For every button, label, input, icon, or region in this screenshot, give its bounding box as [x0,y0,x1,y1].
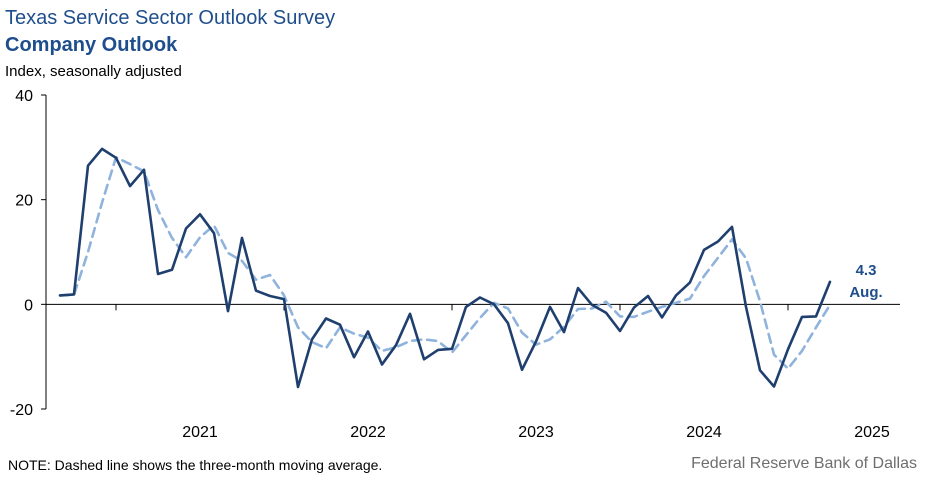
y-tick-label: 20 [15,193,33,210]
x-tick-label: 2021 [182,424,218,441]
footnote: NOTE: Dashed line shows the three-month … [8,457,383,473]
latest-value-annotation: 4.3 Aug. [849,262,882,301]
chart-title: Texas Service Sector Outlook Survey [5,7,336,29]
y-tick-label: -20 [10,402,33,419]
moving-average-series [58,156,832,371]
y-tick-label: 40 [15,88,33,105]
y-axis-units: Index, seasonally adjusted [5,63,182,80]
source-credit: Federal Reserve Bank of Dallas [691,455,917,472]
y-tick-label: 0 [24,297,33,314]
moving-average-line [58,156,832,371]
x-tick-label: 2024 [686,424,722,441]
x-tick-label: 2022 [350,424,386,441]
x-tick-label: 2023 [518,424,554,441]
index-series [58,147,832,389]
chart-subtitle: Company Outlook [5,34,178,56]
annotation-label: Aug. [849,284,882,301]
tick-labels: -20 0 20 40 2021 2022 2023 2024 2025 [10,88,890,441]
index-line [58,147,832,389]
annotation-value: 4.3 [856,262,877,279]
x-tick-label: 2025 [854,424,890,441]
